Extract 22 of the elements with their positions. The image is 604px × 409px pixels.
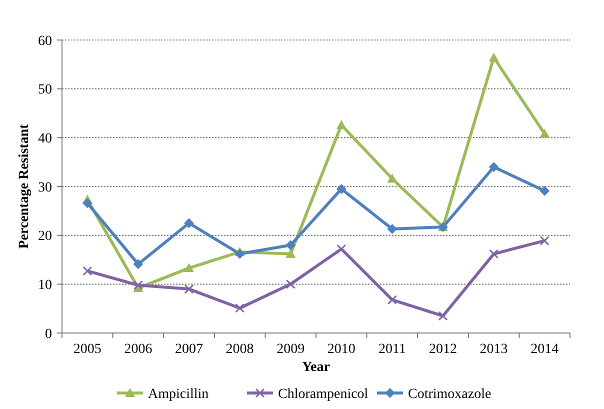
x-tick-label: 2013 xyxy=(480,342,508,357)
x-tick-label: 2008 xyxy=(226,342,254,357)
x-tick-label: 2010 xyxy=(327,342,356,357)
x-tick-label: 2011 xyxy=(378,342,406,357)
x-axis-title: Year xyxy=(302,360,330,375)
y-axis-title: Percentage Resistant xyxy=(17,124,32,249)
y-tick-label: 60 xyxy=(38,34,52,49)
x-tick-label: 2006 xyxy=(124,342,152,357)
y-tick-label: 0 xyxy=(45,326,52,342)
y-tick-label: 50 xyxy=(38,82,52,98)
y-tick-label: 20 xyxy=(38,229,52,244)
x-tick-label: 2005 xyxy=(73,342,102,357)
x-tick-label: 2007 xyxy=(175,342,203,357)
legend-label: Chlorampenicol xyxy=(278,386,368,402)
x-tick-label: 2009 xyxy=(276,342,305,357)
legend-label: Cotrimoxazole xyxy=(408,386,492,402)
x-tick-label: 2012 xyxy=(429,342,457,357)
y-tick-label: 30 xyxy=(38,180,52,196)
y-tick-label: 10 xyxy=(38,278,52,294)
y-tick-label: 40 xyxy=(38,132,52,147)
x-tick-label: 2014 xyxy=(530,342,559,357)
legend-label: Ampicillin xyxy=(148,386,209,402)
